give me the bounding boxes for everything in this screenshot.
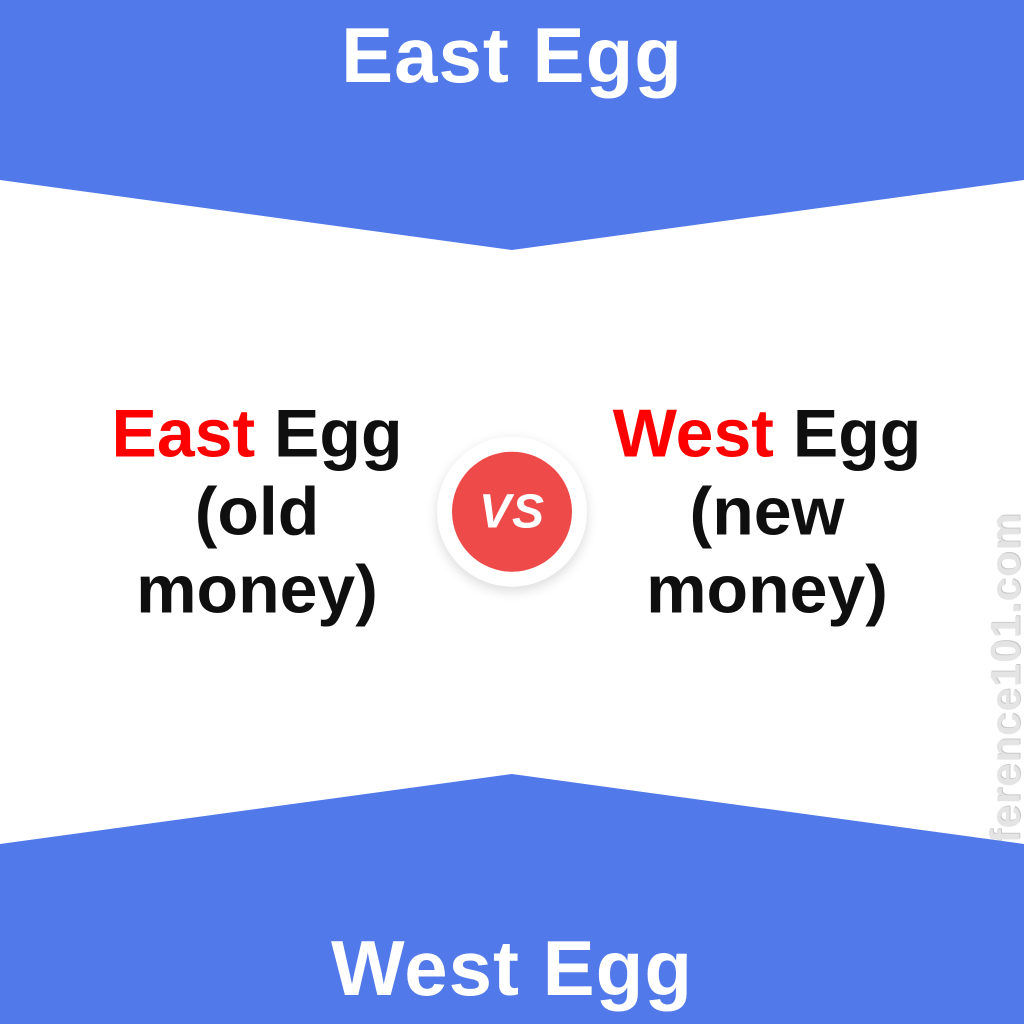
- header-title: East Egg: [341, 10, 683, 101]
- comparison-section: East Egg (old money) VS West Egg (new mo…: [0, 395, 1024, 630]
- vs-label: VS: [479, 485, 545, 540]
- footer-title: West Egg: [331, 923, 693, 1014]
- infographic-container: East Egg East Egg (old money) VS West Eg…: [0, 0, 1024, 1024]
- right-line-3: money): [646, 551, 888, 629]
- right-line1-rest: Egg: [774, 396, 921, 472]
- left-line-2: (old: [195, 473, 320, 551]
- left-highlight-word: East: [112, 396, 256, 472]
- header-banner: East Egg: [0, 0, 1024, 250]
- left-line-1: East Egg: [112, 395, 403, 473]
- footer-banner: West Egg: [0, 774, 1024, 1024]
- right-highlight-word: West: [613, 396, 774, 472]
- vs-badge-inner: VS: [452, 452, 572, 572]
- right-line-2: (new: [690, 473, 845, 551]
- left-comparison-block: East Egg (old money): [67, 395, 447, 630]
- right-line-1: West Egg: [613, 395, 922, 473]
- left-line1-rest: Egg: [255, 396, 402, 472]
- left-line-3: money): [136, 551, 378, 629]
- vs-badge: VS: [437, 437, 587, 587]
- right-comparison-block: West Egg (new money): [577, 395, 957, 630]
